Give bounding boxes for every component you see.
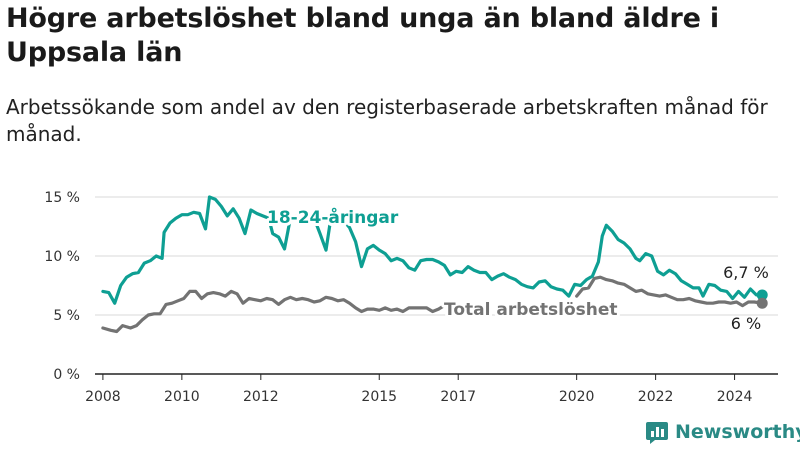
x-tick-label: 2024 <box>717 389 753 405</box>
x-tick-label: 2008 <box>85 389 121 405</box>
x-tick-label: 2022 <box>638 389 674 405</box>
x-tick-label: 2020 <box>559 389 595 405</box>
series-line-youth <box>101 195 764 305</box>
series-label-youth-halo: 18-24-åringar <box>267 206 399 228</box>
end-label-youth: 6,7 % <box>723 263 769 282</box>
series-label-youth: 18-24-åringar <box>267 206 399 228</box>
y-tick-label: 15 % <box>44 190 80 206</box>
y-tick-label: 0 % <box>53 367 80 383</box>
end-point-total <box>756 297 768 309</box>
bar-chart-logo-icon <box>646 422 668 444</box>
series-line-total <box>575 275 764 308</box>
series-line-total <box>101 289 444 334</box>
brand-logo: Newsworthy <box>645 420 800 444</box>
chart-subtitle: Arbetssökande som andel av den registerb… <box>6 95 768 146</box>
page-title: Högre arbetslöshet bland unga än bland ä… <box>6 3 719 68</box>
end-label-total: 6 % <box>731 314 761 333</box>
series-label-total: Total arbetslöshet <box>444 300 618 320</box>
x-tick-label: 2010 <box>164 389 200 405</box>
series-label-total-halo: Total arbetslöshet <box>444 300 618 320</box>
x-tick-label: 2015 <box>361 389 397 405</box>
end-point-youth <box>756 289 768 301</box>
y-tick-label: 10 % <box>44 249 80 265</box>
brand-name: Newsworthy <box>675 421 800 443</box>
x-tick-label: 2017 <box>440 389 476 405</box>
x-tick-label: 2012 <box>243 389 279 405</box>
y-tick-label: 5 % <box>53 308 80 324</box>
